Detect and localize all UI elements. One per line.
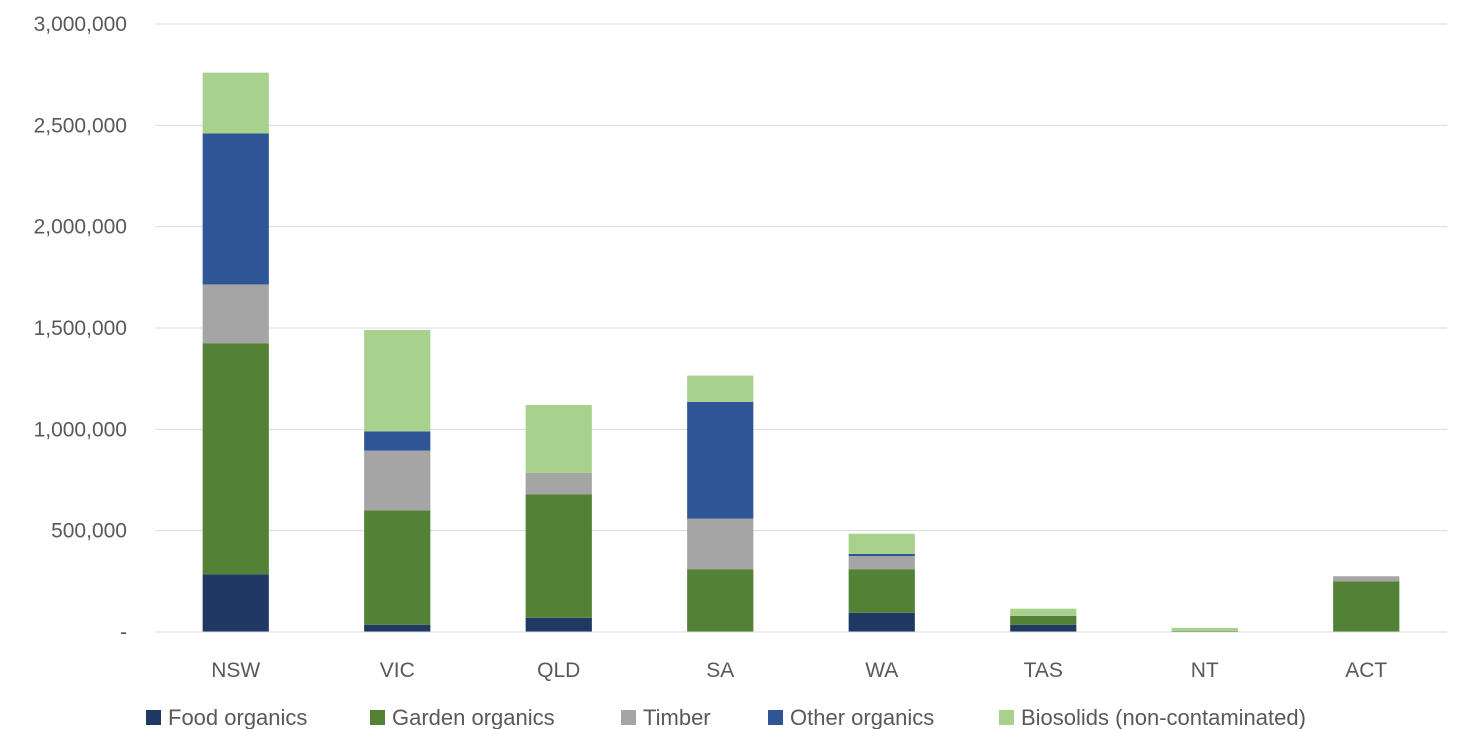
- bar-segment: [1171, 627, 1238, 631]
- legend-swatch: [370, 710, 385, 725]
- bar-segment: [1010, 624, 1077, 632]
- gridlines: [155, 23, 1447, 532]
- bar-segment: [364, 330, 431, 432]
- bar-segment: [848, 553, 915, 556]
- bar-segment: [525, 617, 592, 632]
- x-axis-tick-labels: NSW VIC QLD SA WA TAS NT ACT: [211, 659, 1387, 682]
- legend-swatch: [768, 710, 783, 725]
- x-tick-label: VIC: [380, 659, 415, 682]
- bar-segment: [1333, 581, 1400, 632]
- bar-segment: [1010, 615, 1077, 625]
- y-tick-label: 2,000,000: [34, 216, 127, 239]
- y-tick-label: 500,000: [51, 520, 127, 543]
- bar-segment: [687, 375, 754, 402]
- bar-segment: [525, 494, 592, 618]
- x-tick-label: TAS: [1024, 659, 1063, 682]
- y-tick-label: 1,500,000: [34, 317, 127, 340]
- bar-segment: [202, 72, 269, 134]
- bar-segment: [1171, 630, 1238, 632]
- x-tick-label: WA: [865, 659, 898, 682]
- y-tick-label: 3,000,000: [34, 13, 127, 36]
- x-tick-label: QLD: [537, 659, 580, 682]
- legend-swatch: [999, 710, 1014, 725]
- bar-segment: [848, 612, 915, 632]
- bar-segment: [202, 574, 269, 632]
- y-tick-label: 2,500,000: [34, 114, 127, 137]
- y-tick-label: -: [120, 621, 127, 644]
- legend-label: Timber: [643, 705, 711, 729]
- x-tick-label: ACT: [1345, 659, 1387, 682]
- bar-segment: [848, 556, 915, 570]
- bar-segment: [1333, 576, 1400, 582]
- legend-swatch: [146, 710, 161, 725]
- bars: [202, 72, 1400, 632]
- bar-segment: [364, 624, 431, 632]
- bar-segment: [848, 533, 915, 554]
- bar-segment: [687, 401, 754, 519]
- bar-segment: [1010, 608, 1077, 616]
- bar-segment: [202, 343, 269, 575]
- bar-segment: [848, 569, 915, 613]
- x-tick-label: NSW: [211, 659, 260, 682]
- legend-label: Garden organics: [392, 705, 555, 729]
- bar-segment: [364, 431, 431, 451]
- bar-segment: [202, 133, 269, 285]
- bar-segment: [202, 284, 269, 344]
- bar-segment: [687, 569, 754, 632]
- x-tick-label: SA: [706, 659, 734, 682]
- bar-segment: [525, 472, 592, 495]
- legend-label: Food organics: [168, 705, 307, 729]
- bar-segment: [525, 405, 592, 473]
- bar-segment: [364, 450, 431, 511]
- legend-label: Biosolids (non-contaminated): [1021, 705, 1306, 729]
- x-tick-label: NT: [1191, 659, 1219, 682]
- y-tick-label: 1,000,000: [34, 418, 127, 441]
- legend: Food organics Garden organics Timber Other …: [146, 705, 1306, 729]
- bar-segment: [687, 518, 754, 570]
- legend-swatch: [621, 710, 636, 725]
- bar-segment: [364, 510, 431, 625]
- y-axis-tick-labels: - 500,000 1,000,000 1,500,000 2,000,000 2,500…: [34, 13, 127, 644]
- legend-label: Other organics: [790, 705, 934, 729]
